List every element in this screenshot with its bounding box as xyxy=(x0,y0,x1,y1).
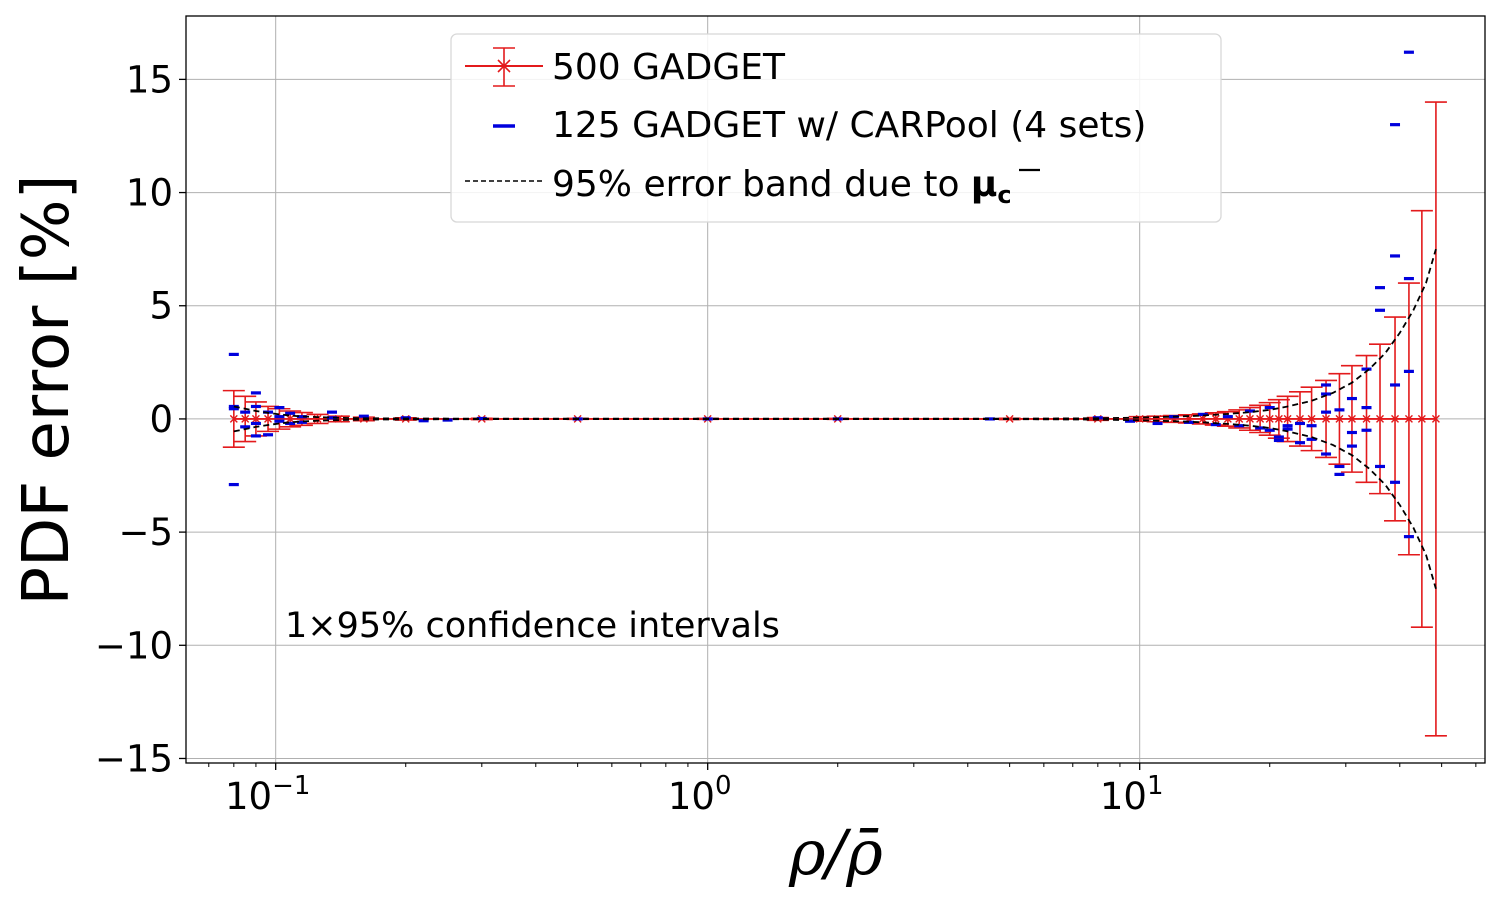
marker-500-gadget xyxy=(286,414,295,423)
marker-500-gadget xyxy=(251,414,260,423)
error-band-lower xyxy=(233,418,1437,589)
marker-500-gadget xyxy=(1404,414,1413,423)
marker-500-gadget xyxy=(241,414,250,423)
marker-500-gadget xyxy=(1245,414,1254,423)
legend-label-error-band: 95% error band due to μc xyxy=(552,164,1012,209)
y-tick-label: 5 xyxy=(149,285,173,328)
x-tick-label: 10−1 xyxy=(225,771,310,818)
marker-500-gadget xyxy=(1211,414,1220,423)
x-tick-label-exponent: 0 xyxy=(715,771,732,801)
marker-500-gadget xyxy=(1376,414,1385,423)
legend-entry-125-carpool: 125 GADGET w/ CARPool (4 sets) xyxy=(493,105,1146,146)
x-tick-label-base: 10 xyxy=(225,775,272,818)
marker-500-gadget xyxy=(264,414,273,423)
error-band-upper xyxy=(233,248,1437,420)
marker-500-gadget xyxy=(1295,414,1304,423)
legend-label-500-gadget: 500 GADGET xyxy=(552,47,786,88)
legend-label-mu-symbol: μ xyxy=(971,164,998,205)
marker-500-gadget xyxy=(1335,414,1344,423)
series-layer xyxy=(222,50,1447,737)
marker-500-gadget xyxy=(229,414,238,423)
marker-500-gadget xyxy=(1274,414,1283,423)
annotation-text: 1×95% confidence intervals xyxy=(285,606,780,646)
x-tick-label-base: 10 xyxy=(1100,775,1147,818)
legend: 500 GADGET 125 GADGET w/ CARPool (4 sets… xyxy=(450,33,1222,223)
y-tick-label: −5 xyxy=(118,511,173,554)
y-tick-label: −15 xyxy=(95,737,173,780)
marker-500-gadget xyxy=(1256,414,1265,423)
y-tick-label: 0 xyxy=(149,398,173,441)
x-tick-label: 100 xyxy=(668,771,732,818)
marker-500-gadget xyxy=(1135,414,1144,423)
marker-500-gadget xyxy=(1347,414,1356,423)
marker-500-gadget xyxy=(1307,414,1316,423)
marker-500-gadget xyxy=(1005,414,1014,423)
plot-frame xyxy=(185,15,1486,764)
legend-x-marker xyxy=(497,59,511,73)
marker-500-gadget xyxy=(1322,414,1331,423)
marker-500-gadget xyxy=(1283,414,1292,423)
x-tick-label-exponent: −1 xyxy=(272,771,310,801)
marker-500-gadget xyxy=(1431,414,1440,423)
marker-500-gadget xyxy=(1265,414,1274,423)
x-tick-label-exponent: 1 xyxy=(1147,771,1164,801)
marker-500-gadget xyxy=(1362,414,1371,423)
marker-500-gadget xyxy=(1235,414,1244,423)
y-tick-label: 15 xyxy=(126,58,173,101)
legend-label-125-carpool: 125 GADGET w/ CARPool (4 sets) xyxy=(552,105,1146,146)
y-axis-title: PDF error [%] xyxy=(10,174,84,605)
legend-entry-error-band: 95% error band due to μc xyxy=(465,164,1040,209)
legend-label-mu-subscript: c xyxy=(997,181,1011,209)
marker-500-gadget xyxy=(1417,414,1426,423)
marker-500-gadget xyxy=(1391,414,1400,423)
marker-500-gadget xyxy=(1198,414,1207,423)
x-tick-label-base: 10 xyxy=(668,775,715,818)
x-axis-title: ρ/ρ̄ xyxy=(788,816,883,889)
legend-label-error-band-prefix: 95% error band due to xyxy=(552,164,971,205)
y-tick-label: −10 xyxy=(95,624,173,667)
legend-entry-500-gadget: 500 GADGET xyxy=(465,47,786,88)
x-tick-label: 101 xyxy=(1100,771,1164,818)
legend-box xyxy=(450,33,1222,223)
y-tick-label: 10 xyxy=(126,172,173,215)
